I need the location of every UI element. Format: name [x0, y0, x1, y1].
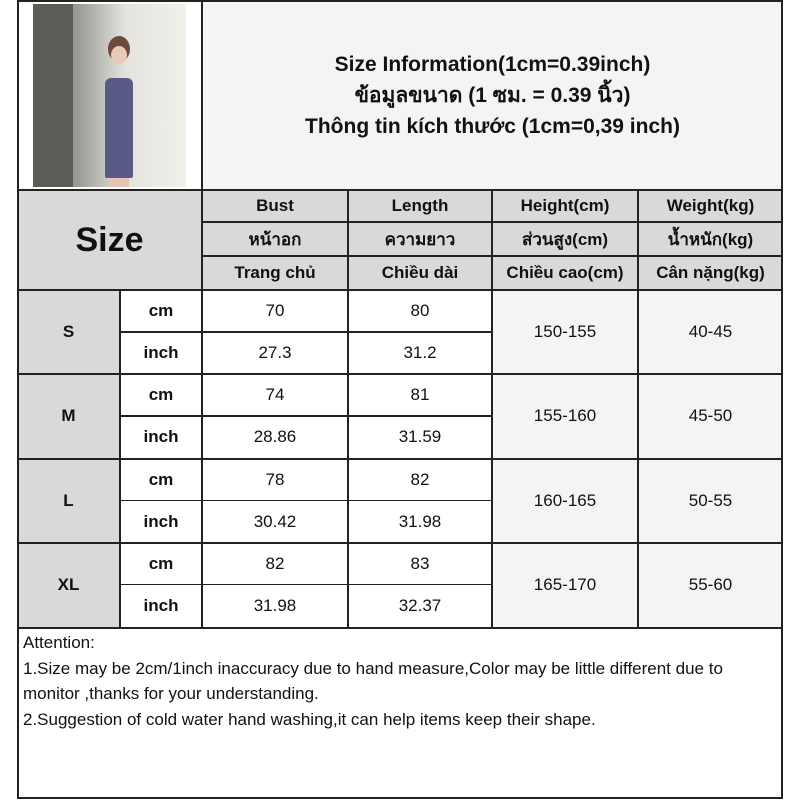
- column-header: Trang chủ: [202, 256, 348, 290]
- grid-line: [201, 0, 203, 627]
- grid-line: [120, 583, 492, 586]
- bust-inch: 30.42: [202, 500, 348, 543]
- product-photo: [33, 4, 186, 187]
- column-header: Bust: [202, 190, 348, 222]
- length-cm: 83: [348, 542, 492, 585]
- height-range: 155-160: [492, 374, 638, 459]
- title-vietnamese: Thông tin kích thước (1cm=0,39 inch): [305, 114, 680, 138]
- grid-line: [17, 0, 783, 2]
- size-header: Size: [17, 190, 202, 290]
- grid-line: [17, 373, 783, 376]
- grid-line: [17, 457, 783, 460]
- height-range: 150-155: [492, 290, 638, 375]
- bust-inch: 28.86: [202, 416, 348, 459]
- size-label: M: [17, 374, 120, 459]
- grid-line: [347, 190, 349, 627]
- grid-line: [120, 331, 492, 333]
- grid-line: [17, 541, 783, 544]
- length-cm: 81: [348, 374, 492, 417]
- size-label: XL: [17, 542, 120, 627]
- grid-line: [202, 221, 783, 223]
- grid-line: [202, 255, 783, 257]
- grid-line: [17, 289, 783, 291]
- note-1: 1.Size may be 2cm/1inch inaccuracy due t…: [23, 658, 723, 704]
- grid-line: [17, 0, 19, 627]
- bust-cm: 74: [202, 374, 348, 417]
- bust-inch: 31.98: [202, 584, 348, 627]
- column-header: Height(cm): [492, 190, 638, 222]
- length-inch: 32.37: [348, 584, 492, 627]
- column-header: Chiều cao(cm): [492, 256, 638, 290]
- grid-line: [120, 415, 492, 417]
- unit-inch-label: inch: [120, 500, 202, 543]
- length-inch: 31.59: [348, 416, 492, 459]
- bust-cm: 78: [202, 458, 348, 501]
- unit-cm-label: cm: [120, 458, 202, 501]
- grid-line: [120, 499, 492, 502]
- unit-inch-label: inch: [120, 332, 202, 375]
- column-header: หน้าอก: [202, 222, 348, 256]
- column-header: Weight(kg): [638, 190, 783, 222]
- grid-line: [491, 190, 493, 627]
- column-header: Cân nặng(kg): [638, 256, 783, 290]
- grid-line: [637, 190, 639, 627]
- length-cm: 80: [348, 290, 492, 333]
- unit-cm-label: cm: [120, 542, 202, 585]
- note-2: 2.Suggestion of cold water hand washing,…: [23, 709, 596, 729]
- grid-line: [781, 0, 783, 627]
- unit-inch-label: inch: [120, 584, 202, 627]
- weight-range: 40-45: [638, 290, 783, 375]
- column-header: Length: [348, 190, 492, 222]
- column-header: Chiều dài: [348, 256, 492, 290]
- size-info-title: Size Information(1cm=0.39inch) ข้อมูลขนา…: [202, 0, 783, 190]
- weight-range: 50-55: [638, 458, 783, 543]
- title-thai: ข้อมูลขนาด (1 ซม. = 0.39 นิ้ว): [354, 83, 631, 107]
- column-header: น้ำหนัก(kg): [638, 222, 783, 256]
- bust-cm: 82: [202, 542, 348, 585]
- length-inch: 31.98: [348, 500, 492, 543]
- length-inch: 31.2: [348, 332, 492, 375]
- height-range: 160-165: [492, 458, 638, 543]
- grid-line: [17, 189, 783, 191]
- length-cm: 82: [348, 458, 492, 501]
- title-english: Size Information(1cm=0.39inch): [334, 52, 651, 76]
- height-range: 165-170: [492, 542, 638, 627]
- weight-range: 45-50: [638, 374, 783, 459]
- unit-cm-label: cm: [120, 374, 202, 417]
- size-label: L: [17, 458, 120, 543]
- bust-inch: 27.3: [202, 332, 348, 375]
- notes-heading: Attention:: [23, 633, 95, 652]
- unit-cm-label: cm: [120, 290, 202, 333]
- unit-inch-label: inch: [120, 416, 202, 459]
- column-header: ความยาว: [348, 222, 492, 256]
- weight-range: 55-60: [638, 542, 783, 627]
- size-label: S: [17, 290, 120, 375]
- bust-cm: 70: [202, 290, 348, 333]
- column-header: ส่วนสูง(cm): [492, 222, 638, 256]
- attention-notes: Attention: 1.Size may be 2cm/1inch inacc…: [17, 627, 783, 799]
